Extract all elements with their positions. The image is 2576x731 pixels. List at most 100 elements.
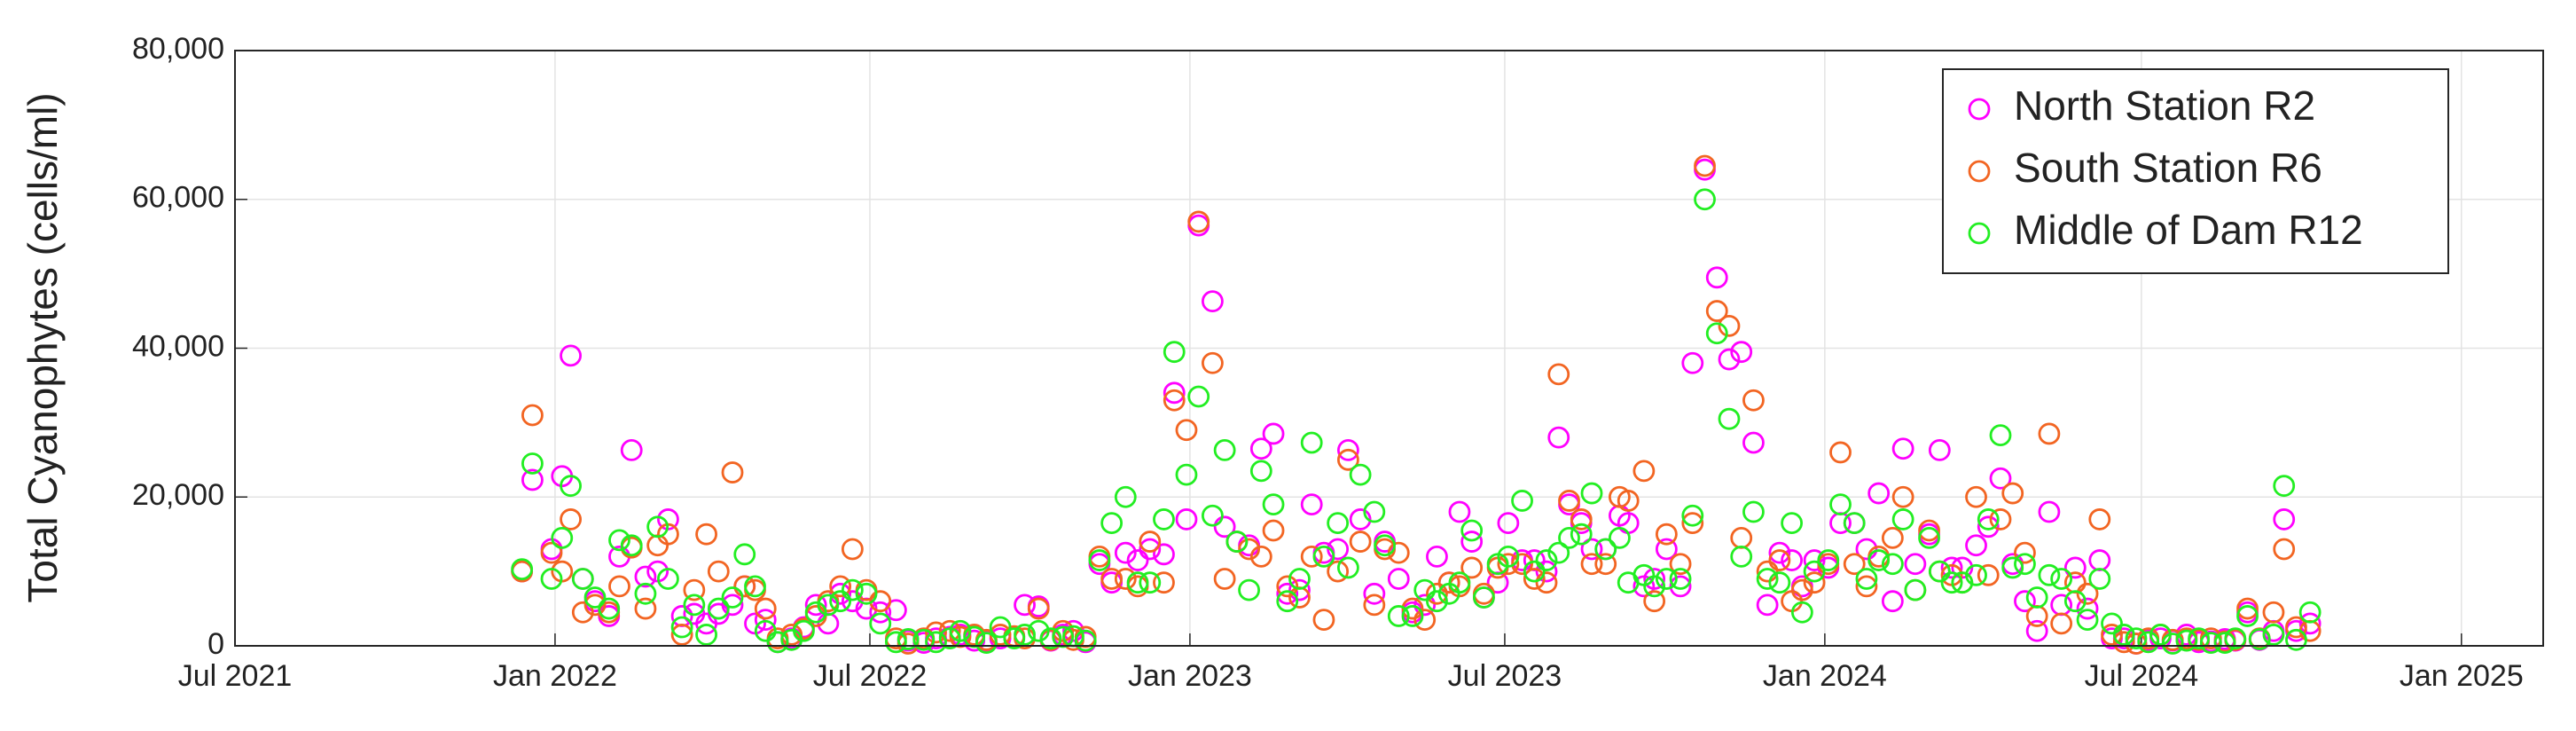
data-point xyxy=(657,568,679,590)
data-point xyxy=(1940,571,1963,594)
data-point xyxy=(2050,568,2073,590)
data-point xyxy=(804,593,827,617)
x-tick-label: Jan 2024 xyxy=(1763,659,1887,693)
data-point xyxy=(1327,538,1350,561)
data-point xyxy=(1523,568,1546,590)
data-point xyxy=(1730,545,1753,568)
data-point xyxy=(2125,627,2148,650)
data-point xyxy=(1175,508,1198,531)
data-point xyxy=(695,624,717,646)
data-point xyxy=(721,586,744,609)
data-point xyxy=(1742,500,1765,523)
data-point xyxy=(869,590,892,613)
data-point xyxy=(1413,609,1437,632)
data-point xyxy=(608,575,630,598)
data-point xyxy=(1426,582,1448,605)
data-point xyxy=(780,624,803,646)
data-point xyxy=(2188,627,2211,650)
data-point xyxy=(869,612,892,635)
legend-marker xyxy=(1968,160,1991,183)
data-point xyxy=(608,529,630,552)
data-point xyxy=(1756,568,1779,590)
x-tick-label: Jan 2023 xyxy=(1128,659,1252,693)
data-point xyxy=(1139,571,1162,594)
plot-frame xyxy=(234,50,2544,647)
data-point xyxy=(1288,568,1311,590)
data-point xyxy=(2025,605,2048,627)
data-point xyxy=(1918,526,1940,549)
data-point xyxy=(1655,523,1678,546)
data-point xyxy=(1718,407,1741,430)
data-point xyxy=(1163,389,1186,412)
data-point xyxy=(912,628,936,651)
data-point xyxy=(1497,545,1520,568)
data-point xyxy=(695,523,717,546)
data-point xyxy=(1730,341,1753,364)
data-point xyxy=(1643,575,1666,598)
data-point xyxy=(646,534,669,557)
data-point xyxy=(2076,582,2099,605)
data-point xyxy=(897,628,920,650)
data-point xyxy=(1153,543,1175,566)
data-point xyxy=(1153,508,1175,531)
data-point xyxy=(841,538,864,561)
data-point xyxy=(829,590,852,613)
data-point xyxy=(2236,597,2259,620)
data-point xyxy=(1349,463,1372,486)
data-point xyxy=(521,404,544,427)
data-point xyxy=(1114,568,1137,590)
data-point xyxy=(511,558,534,581)
data-point xyxy=(1100,512,1124,535)
data-point xyxy=(1126,549,1149,571)
data-point xyxy=(1547,541,1570,564)
data-point xyxy=(707,597,730,620)
data-point xyxy=(1276,575,1299,598)
data-point xyxy=(1867,482,1891,505)
data-point xyxy=(2175,629,2198,652)
data-point xyxy=(2025,586,2048,609)
data-point xyxy=(2262,624,2285,646)
data-point xyxy=(1175,419,1198,442)
data-point xyxy=(1705,322,1728,345)
data-point xyxy=(841,578,864,601)
data-point xyxy=(793,619,815,642)
data-point xyxy=(1213,568,1236,590)
data-point xyxy=(521,452,544,475)
data-point xyxy=(1387,605,1410,627)
data-point xyxy=(721,593,744,617)
data-point xyxy=(1867,549,1891,571)
data-point xyxy=(1951,571,1974,594)
data-point xyxy=(2038,500,2061,523)
data-point xyxy=(1694,188,1716,211)
data-point xyxy=(1249,545,1272,568)
data-point xyxy=(1497,553,1520,576)
data-point xyxy=(1617,490,1640,512)
data-point xyxy=(2050,612,2073,635)
data-point xyxy=(1153,571,1175,594)
data-point xyxy=(817,593,840,617)
data-point xyxy=(1989,467,2012,490)
data-point xyxy=(1881,590,1904,613)
x-tick-label: Jul 2022 xyxy=(813,659,928,693)
legend-marker xyxy=(1968,98,1991,121)
data-point xyxy=(754,609,777,632)
data-point xyxy=(1276,590,1299,613)
data-point xyxy=(1363,593,1386,617)
legend-box xyxy=(1942,68,2449,274)
data-point xyxy=(1928,560,1951,583)
data-point xyxy=(2025,619,2048,642)
data-point xyxy=(1337,439,1359,461)
data-point xyxy=(1363,500,1386,523)
data-point xyxy=(2088,508,2111,531)
data-point xyxy=(2101,624,2123,646)
data-point xyxy=(2112,624,2135,646)
data-point xyxy=(1643,568,1666,590)
data-point xyxy=(2101,612,2123,635)
data-point xyxy=(2014,553,2036,576)
data-point xyxy=(1594,538,1617,561)
y-tick-label: 0 xyxy=(207,627,224,661)
data-point xyxy=(2236,605,2259,627)
data-point xyxy=(1681,512,1704,535)
data-point xyxy=(733,543,756,566)
